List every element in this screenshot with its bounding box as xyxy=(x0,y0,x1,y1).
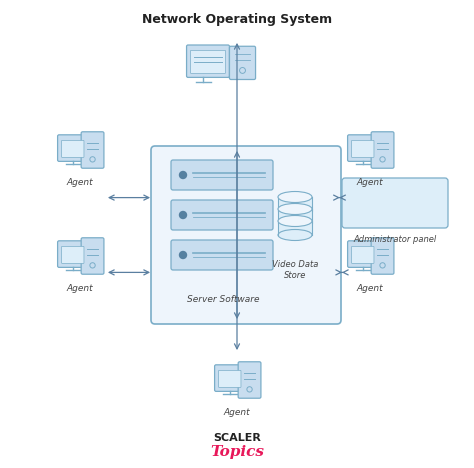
Circle shape xyxy=(180,251,186,258)
FancyBboxPatch shape xyxy=(191,51,226,73)
FancyBboxPatch shape xyxy=(347,135,378,161)
Ellipse shape xyxy=(278,191,312,203)
Text: Agent: Agent xyxy=(67,178,93,187)
FancyBboxPatch shape xyxy=(171,240,273,270)
FancyBboxPatch shape xyxy=(187,45,229,77)
FancyBboxPatch shape xyxy=(62,246,84,263)
Ellipse shape xyxy=(278,204,312,214)
FancyBboxPatch shape xyxy=(371,132,394,168)
FancyBboxPatch shape xyxy=(171,200,273,230)
FancyBboxPatch shape xyxy=(352,140,374,157)
Text: SCALER: SCALER xyxy=(213,433,261,443)
Text: Topics: Topics xyxy=(210,445,264,459)
Text: Server Software: Server Software xyxy=(187,295,259,305)
Text: Agent: Agent xyxy=(357,178,383,187)
Bar xyxy=(278,209,312,223)
FancyBboxPatch shape xyxy=(229,46,255,80)
Circle shape xyxy=(180,212,186,219)
Bar xyxy=(278,197,312,211)
FancyBboxPatch shape xyxy=(151,146,341,324)
FancyBboxPatch shape xyxy=(342,178,448,228)
Text: Video Data
Store: Video Data Store xyxy=(272,260,318,280)
FancyBboxPatch shape xyxy=(238,362,261,398)
FancyBboxPatch shape xyxy=(352,246,374,263)
Text: Administrator panel: Administrator panel xyxy=(354,235,437,244)
FancyBboxPatch shape xyxy=(58,241,88,267)
Text: Agent: Agent xyxy=(357,284,383,293)
FancyBboxPatch shape xyxy=(219,370,241,388)
Text: Network Operating System: Network Operating System xyxy=(142,14,332,27)
FancyBboxPatch shape xyxy=(81,238,104,274)
FancyBboxPatch shape xyxy=(62,140,84,157)
FancyBboxPatch shape xyxy=(371,238,394,274)
Circle shape xyxy=(180,171,186,178)
FancyBboxPatch shape xyxy=(171,160,273,190)
FancyBboxPatch shape xyxy=(215,365,245,391)
FancyBboxPatch shape xyxy=(347,241,378,267)
FancyBboxPatch shape xyxy=(81,132,104,168)
Text: Agent: Agent xyxy=(224,408,250,417)
Ellipse shape xyxy=(278,229,312,241)
Bar xyxy=(278,221,312,235)
Text: Agent: Agent xyxy=(67,284,93,293)
FancyBboxPatch shape xyxy=(58,135,88,161)
Ellipse shape xyxy=(278,215,312,227)
